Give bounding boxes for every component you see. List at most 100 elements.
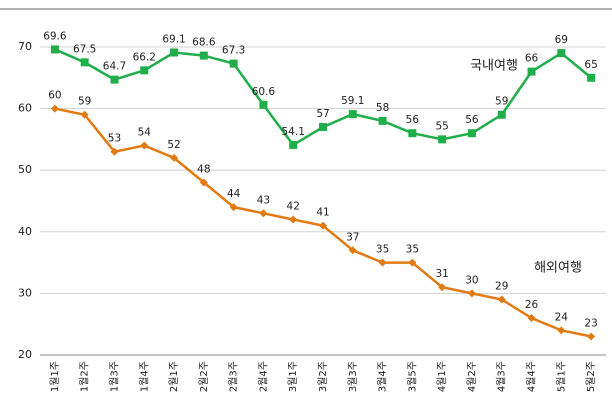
- data-label: 53: [108, 133, 121, 145]
- marker: [140, 66, 149, 75]
- x-tick-label: 4월1주: [436, 361, 448, 392]
- data-label: 37: [346, 231, 359, 243]
- marker: [557, 49, 566, 58]
- y-tick-label: 20: [18, 348, 32, 361]
- marker: [50, 104, 59, 113]
- x-tick-label: 2월4주: [257, 361, 269, 392]
- x-tick-label: 2월2주: [198, 361, 210, 392]
- marker: [378, 116, 387, 125]
- x-tick-label: 1월4주: [138, 361, 150, 392]
- x-tick-label: 2월1주: [168, 361, 180, 392]
- marker: [110, 147, 119, 156]
- marker: [289, 140, 298, 149]
- x-tick-label: 3월5주: [406, 361, 418, 392]
- x-tick-label: 3월4주: [377, 361, 389, 392]
- marker: [348, 246, 357, 255]
- marker: [587, 73, 596, 82]
- data-label: 35: [376, 244, 389, 256]
- y-tick-label: 40: [18, 225, 32, 238]
- marker: [80, 58, 89, 67]
- data-label: 67.5: [73, 43, 96, 55]
- marker: [587, 332, 596, 341]
- marker: [378, 258, 387, 267]
- marker: [80, 110, 89, 119]
- x-tick-label: 3월2주: [317, 361, 329, 392]
- data-label: 66.2: [133, 51, 156, 63]
- x-tick-label: 1월3주: [108, 361, 120, 392]
- marker: [170, 153, 179, 162]
- marker: [527, 67, 536, 76]
- data-label: 60.6: [252, 86, 276, 98]
- data-label: 54: [138, 127, 152, 139]
- data-label: 59: [78, 96, 91, 108]
- data-label: 23: [584, 318, 597, 330]
- data-label: 65: [584, 59, 597, 71]
- legend-label: 국내여행: [470, 58, 518, 74]
- marker: [467, 129, 476, 138]
- marker: [289, 215, 298, 224]
- marker: [259, 100, 268, 109]
- data-label: 66: [525, 53, 539, 65]
- marker: [497, 110, 506, 119]
- data-label: 57: [316, 108, 329, 120]
- data-label: 31: [435, 268, 448, 280]
- x-tick-label: 3월3주: [347, 361, 359, 392]
- data-label: 56: [406, 114, 420, 126]
- y-tick-label: 50: [18, 163, 32, 176]
- marker: [110, 75, 119, 84]
- x-tick-label: 1월2주: [79, 361, 91, 392]
- marker: [408, 258, 417, 267]
- marker: [497, 295, 506, 304]
- marker: [229, 59, 238, 68]
- data-label: 24: [555, 311, 569, 323]
- marker: [170, 48, 179, 57]
- marker: [50, 45, 59, 54]
- legend-label: 해외여행: [534, 260, 582, 276]
- data-label: 56: [465, 114, 479, 126]
- data-label: 68.6: [192, 37, 216, 49]
- marker: [140, 141, 149, 150]
- data-label: 30: [465, 274, 478, 286]
- x-tick-label: 2월3주: [228, 361, 240, 392]
- data-label: 59: [495, 96, 508, 108]
- data-label: 35: [406, 244, 419, 256]
- data-label: 55: [435, 120, 448, 132]
- x-tick-label: 4월3주: [496, 361, 508, 392]
- data-label: 59.1: [341, 95, 364, 107]
- marker: [229, 203, 238, 212]
- data-label: 26: [525, 299, 539, 311]
- marker: [557, 326, 566, 335]
- y-tick-label: 70: [18, 40, 32, 53]
- data-label: 42: [287, 200, 300, 212]
- data-label: 44: [227, 188, 241, 200]
- data-label: 52: [167, 139, 180, 151]
- data-label: 54.1: [282, 126, 305, 138]
- data-label: 69.6: [43, 30, 67, 42]
- marker: [527, 314, 536, 323]
- data-label: 60: [48, 90, 61, 102]
- data-label: 48: [197, 164, 210, 176]
- data-label: 43: [257, 194, 270, 206]
- x-tick-label: 5월2주: [585, 361, 597, 392]
- marker: [199, 51, 208, 60]
- x-tick-label: 4월2주: [466, 361, 478, 392]
- x-tick-label: 5월1주: [555, 361, 567, 392]
- data-label: 64.7: [103, 61, 126, 73]
- marker: [438, 283, 447, 292]
- marker: [259, 209, 268, 218]
- x-tick-label: 1월1주: [49, 361, 61, 392]
- data-label: 69.1: [162, 34, 185, 46]
- data-label: 41: [316, 207, 329, 219]
- data-label: 58: [376, 102, 389, 114]
- marker: [438, 135, 447, 144]
- marker: [319, 123, 327, 132]
- y-tick-label: 30: [18, 286, 32, 299]
- marker: [408, 129, 417, 138]
- marker: [199, 178, 208, 187]
- marker: [319, 221, 327, 230]
- data-label: 69: [555, 34, 568, 46]
- data-label: 29: [495, 281, 508, 293]
- x-tick-label: 3월1주: [287, 361, 299, 392]
- x-tick-label: 4월4주: [526, 361, 538, 392]
